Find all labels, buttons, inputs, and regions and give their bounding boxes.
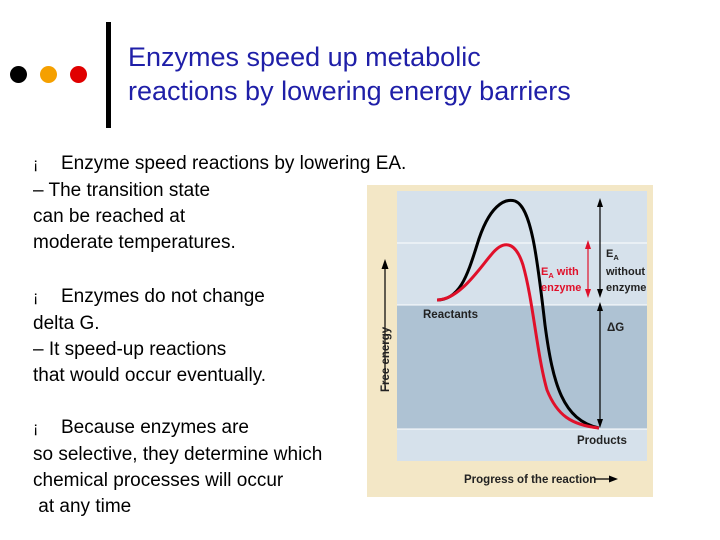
- y-axis-label: Free energy: [380, 326, 392, 392]
- ea-with-text: with: [556, 266, 579, 278]
- bullet-3-line-2: so selective, they determine which: [33, 444, 323, 465]
- decor-dot-orange: [40, 66, 57, 83]
- bullet-3-line-3: chemical processes will occur: [33, 470, 284, 491]
- ea-without-enzyme-label: EA: [606, 248, 619, 262]
- ea-with-symbol: E: [541, 266, 548, 278]
- bullet-1-line-2: – The transition state: [33, 180, 211, 201]
- bullet-marker: ¡: [33, 289, 39, 306]
- bullet-3-line-1: Because enzymes are: [61, 417, 249, 438]
- energy-diagram: Free energy EA with enzyme EA without enz…: [367, 185, 653, 497]
- ea-without-symbol: E: [606, 248, 613, 260]
- enzyme-curve: [436, 243, 600, 430]
- bullet-3: ¡ Because enzymes are so selective, they …: [33, 415, 322, 520]
- x-axis-arrow: [595, 475, 618, 483]
- ea-without-enzyme-line3: enzyme: [606, 282, 646, 294]
- bullet-2-line-1: Enzymes do not change: [61, 286, 265, 307]
- title-line-1: Enzymes speed up metabolic: [128, 42, 481, 72]
- bullet-1: ¡ Enzyme speed reactions by lowering EA. …: [33, 151, 406, 256]
- middle-band: [397, 305, 647, 429]
- slide-title: Enzymes speed up metabolic reactions by …: [128, 40, 708, 108]
- bullet-2-line-3: – It speed-up reactions: [33, 339, 227, 360]
- bullet-1-line-1: Enzyme speed reactions by lowering EA.: [61, 153, 407, 174]
- decor-dot-red: [70, 66, 87, 83]
- bullet-3-line-4: at any time: [33, 496, 132, 517]
- title-line-2: reactions by lowering energy barriers: [128, 76, 571, 106]
- ea-without-enzyme-line2: without: [605, 266, 645, 278]
- ea-with-subscript: A: [548, 271, 554, 280]
- bullet-2: ¡ Enzymes do not change delta G. – It spe…: [33, 284, 266, 389]
- bullet-2-line-4: that would occur eventually.: [33, 365, 267, 386]
- no-enzyme-curve: [436, 198, 600, 430]
- ea-with-enzyme-label: EA with: [541, 266, 579, 280]
- products-label: Products: [577, 435, 627, 447]
- bullet-1-line-4: moderate temperatures.: [33, 232, 236, 253]
- x-axis-label: Progress of the reaction: [464, 474, 596, 486]
- ea-without-subscript: A: [613, 253, 619, 262]
- bullet-1-line-3: can be reached at: [33, 206, 186, 227]
- reactants-label: Reactants: [423, 309, 478, 321]
- lower-band: [397, 429, 647, 461]
- decor-dot-black: [10, 66, 27, 83]
- ea-without-enzyme-arrow: [597, 198, 603, 298]
- bullet-marker: ¡: [33, 156, 39, 173]
- y-axis-arrow: [381, 259, 389, 390]
- ea-with-enzyme-arrow: [585, 240, 591, 298]
- delta-g-arrow: [597, 302, 603, 428]
- bullet-marker: ¡: [33, 420, 39, 437]
- title-divider: [106, 22, 111, 128]
- ea-with-enzyme-line2: enzyme: [541, 282, 581, 294]
- delta-g-label: ΔG: [607, 322, 624, 334]
- bullet-2-line-2: delta G.: [33, 313, 100, 334]
